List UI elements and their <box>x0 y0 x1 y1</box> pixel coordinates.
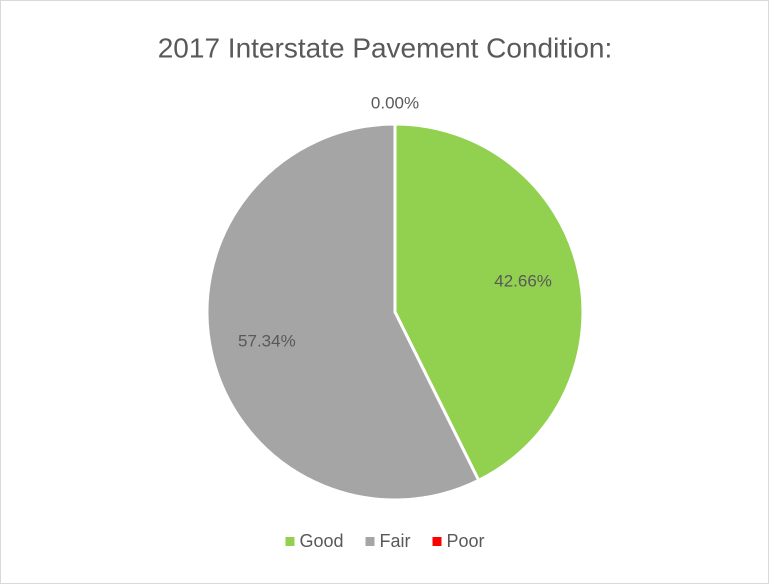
data-label: 42.66% <box>494 271 552 290</box>
legend-swatch <box>365 537 375 546</box>
data-label: 0.00% <box>371 93 419 112</box>
legend-swatch <box>432 537 442 546</box>
pie-slice <box>393 122 585 482</box>
legend-label: Poor <box>447 531 485 551</box>
pie-slice <box>205 122 481 502</box>
legend-label: Fair <box>380 531 411 551</box>
legend-swatch <box>285 537 295 546</box>
legend: Good Fair Poor <box>285 531 485 551</box>
chart-title: 2017 Interstate Pavement Condition: <box>158 32 613 63</box>
data-label: 57.34% <box>238 332 296 351</box>
legend-label: Good <box>299 531 343 551</box>
